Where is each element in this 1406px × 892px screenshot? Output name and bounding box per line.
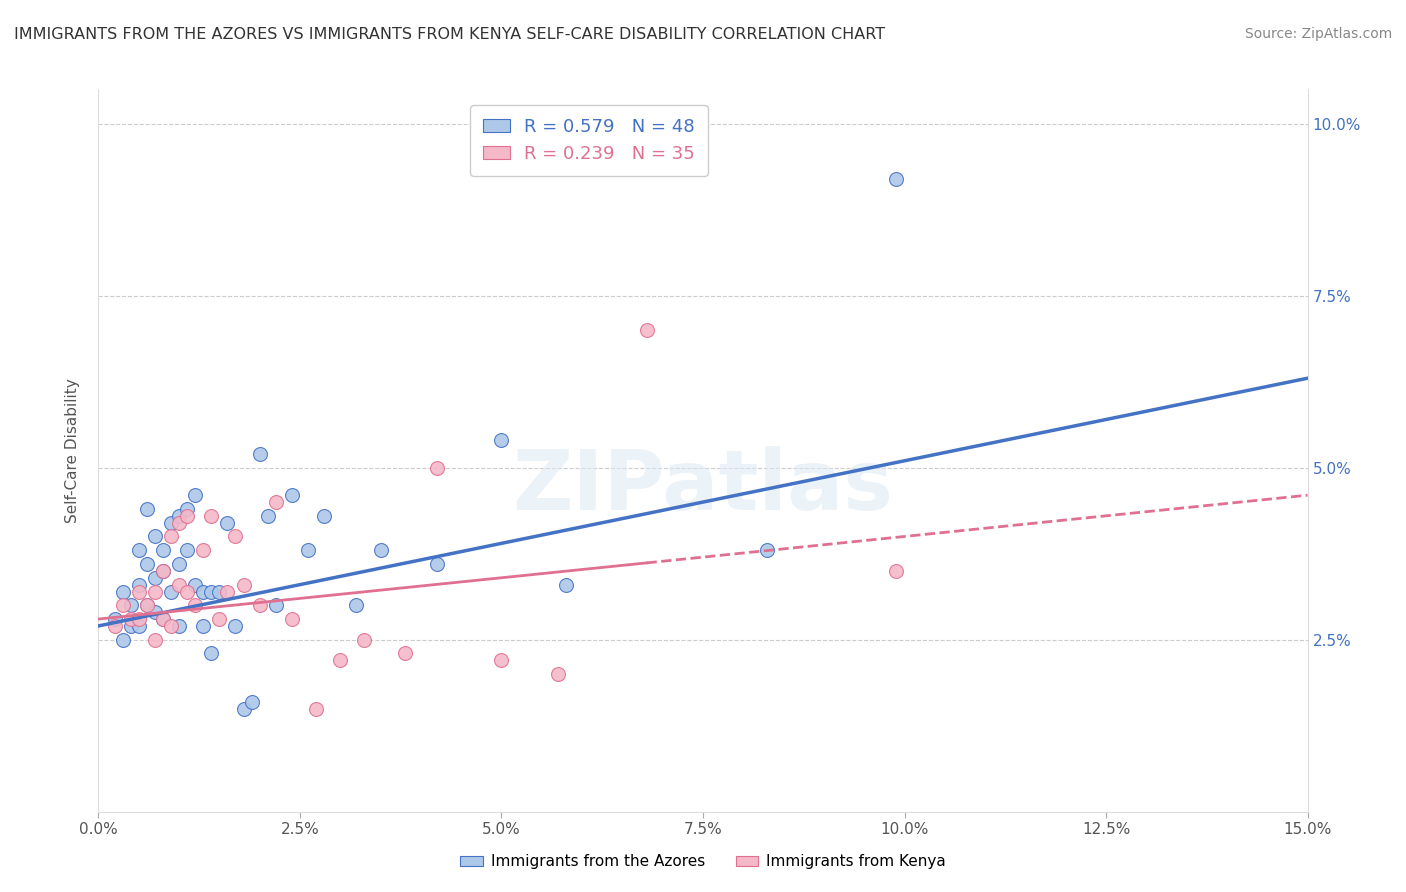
Point: [256, 508, 278, 523]
Point: [111, 584, 134, 599]
Point: [240, 695, 263, 709]
Point: [135, 557, 157, 571]
Point: [120, 599, 142, 613]
Point: [193, 619, 215, 633]
Point: [184, 488, 207, 502]
Point: [128, 577, 150, 591]
Point: [184, 577, 207, 591]
Point: [217, 584, 239, 599]
Point: [297, 543, 319, 558]
Point: [135, 599, 157, 613]
Point: [152, 564, 174, 578]
Point: [232, 577, 254, 591]
Point: [394, 647, 416, 661]
Point: [176, 502, 198, 516]
Point: [176, 543, 198, 558]
Point: [103, 619, 125, 633]
Point: [200, 508, 222, 523]
Point: [224, 529, 246, 543]
Point: [491, 653, 513, 667]
Point: [160, 584, 183, 599]
Point: [135, 502, 157, 516]
Point: [143, 632, 166, 647]
Legend: Immigrants from the Azores, Immigrants from Kenya: Immigrants from the Azores, Immigrants f…: [454, 848, 952, 875]
Point: [314, 508, 336, 523]
Point: [103, 612, 125, 626]
Point: [167, 516, 190, 530]
Point: [636, 323, 658, 337]
Point: [886, 171, 908, 186]
Point: [152, 564, 174, 578]
Point: [555, 577, 578, 591]
Point: [111, 599, 134, 613]
Point: [281, 612, 304, 626]
Point: [208, 584, 231, 599]
Text: IMMIGRANTS FROM THE AZORES VS IMMIGRANTS FROM KENYA SELF-CARE DISABILITY CORRELA: IMMIGRANTS FROM THE AZORES VS IMMIGRANTS…: [14, 27, 886, 42]
Point: [143, 605, 166, 619]
Point: [152, 612, 174, 626]
Point: [370, 543, 392, 558]
Point: [167, 619, 190, 633]
Point: [200, 647, 222, 661]
Text: ZIPatlas: ZIPatlas: [513, 446, 893, 527]
Legend: R = 0.579   N = 48, R = 0.239   N = 35: R = 0.579 N = 48, R = 0.239 N = 35: [470, 105, 707, 176]
Point: [128, 612, 150, 626]
Point: [886, 564, 908, 578]
Point: [160, 529, 183, 543]
Point: [193, 584, 215, 599]
Point: [353, 632, 375, 647]
Point: [160, 516, 183, 530]
Point: [135, 599, 157, 613]
Point: [329, 653, 352, 667]
Point: [143, 571, 166, 585]
Point: [756, 543, 779, 558]
Point: [224, 619, 246, 633]
Point: [249, 447, 271, 461]
Point: [547, 667, 569, 681]
Point: [184, 599, 207, 613]
Point: [232, 701, 254, 715]
Point: [208, 612, 231, 626]
Point: [152, 612, 174, 626]
Point: [152, 543, 174, 558]
Point: [167, 557, 190, 571]
Point: [111, 632, 134, 647]
Y-axis label: Self-Care Disability: Self-Care Disability: [65, 378, 80, 523]
Point: [281, 488, 304, 502]
Point: [120, 612, 142, 626]
Point: [176, 508, 198, 523]
Text: Source: ZipAtlas.com: Source: ZipAtlas.com: [1244, 27, 1392, 41]
Point: [128, 619, 150, 633]
Point: [344, 599, 367, 613]
Point: [491, 433, 513, 447]
Point: [426, 557, 449, 571]
Point: [264, 599, 287, 613]
Point: [143, 529, 166, 543]
Point: [160, 619, 183, 633]
Point: [167, 577, 190, 591]
Point: [167, 508, 190, 523]
Point: [176, 584, 198, 599]
Point: [426, 460, 449, 475]
Point: [128, 584, 150, 599]
Point: [217, 516, 239, 530]
Point: [128, 543, 150, 558]
Point: [120, 619, 142, 633]
Point: [200, 584, 222, 599]
Point: [193, 543, 215, 558]
Point: [249, 599, 271, 613]
Point: [305, 701, 328, 715]
Point: [143, 584, 166, 599]
Point: [264, 495, 287, 509]
